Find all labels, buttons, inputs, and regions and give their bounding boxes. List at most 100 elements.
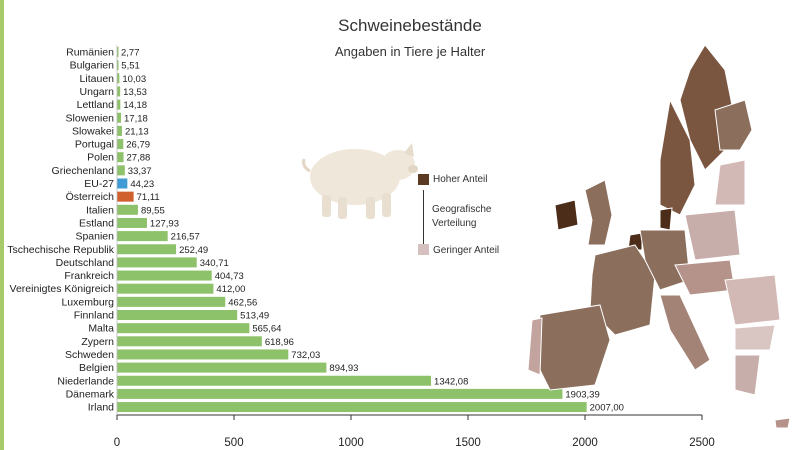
value-label: 13,53 bbox=[123, 87, 147, 98]
value-label: 404,73 bbox=[215, 271, 244, 282]
value-label: 216,57 bbox=[171, 232, 200, 243]
legend-high-swatch bbox=[418, 174, 429, 185]
category-label: Griechenland bbox=[52, 165, 115, 177]
bar bbox=[117, 165, 125, 176]
value-label: 252,49 bbox=[179, 245, 208, 256]
bar bbox=[117, 47, 119, 57]
legend-middle-line2: Verteilung bbox=[432, 218, 477, 229]
value-label: 412,00 bbox=[216, 284, 245, 295]
value-label: 26,79 bbox=[126, 140, 150, 151]
bar bbox=[117, 191, 134, 202]
value-label: 10,03 bbox=[122, 74, 146, 85]
value-label: 2,77 bbox=[121, 48, 140, 59]
category-label: Tschechische Republik bbox=[7, 244, 115, 256]
category-label: EU-27 bbox=[84, 178, 114, 190]
bar bbox=[117, 178, 128, 189]
bar bbox=[117, 99, 121, 110]
value-label: 1342,08 bbox=[434, 376, 468, 387]
category-label: Belgien bbox=[79, 362, 114, 374]
category-label: Luxemburg bbox=[61, 296, 114, 308]
category-label: Slowenien bbox=[66, 112, 115, 124]
bar bbox=[117, 362, 327, 373]
category-label: Portugal bbox=[75, 139, 114, 151]
value-label: 732,03 bbox=[291, 350, 320, 361]
value-label: 462,56 bbox=[228, 297, 257, 308]
bar bbox=[117, 296, 226, 307]
category-label: Niederlande bbox=[57, 375, 114, 387]
bar bbox=[117, 375, 432, 386]
category-label: Finnland bbox=[74, 310, 114, 322]
category-label: Irland bbox=[88, 402, 114, 414]
value-label: 17,18 bbox=[124, 113, 148, 124]
bar bbox=[117, 73, 120, 84]
europe-map bbox=[527, 44, 791, 429]
value-label: 2007,00 bbox=[590, 403, 624, 414]
category-label: Vereinigtes Königreich bbox=[10, 283, 115, 295]
category-label: Zypern bbox=[81, 336, 114, 348]
category-label: Frankreich bbox=[64, 270, 114, 282]
category-label: Schweden bbox=[65, 349, 114, 361]
category-label: Bulgarien bbox=[70, 60, 115, 72]
x-tick-label: 1000 bbox=[338, 437, 364, 449]
value-label: 894,93 bbox=[329, 363, 358, 374]
bar bbox=[117, 336, 262, 347]
category-label: Litauen bbox=[80, 73, 115, 85]
category-label: Deutschland bbox=[56, 257, 115, 269]
category-label: Estland bbox=[79, 217, 114, 229]
bar bbox=[117, 86, 121, 97]
value-label: 5,51 bbox=[121, 61, 140, 72]
bar bbox=[117, 204, 138, 215]
map-legend: Hoher Anteil Geografische Verteilung Ger… bbox=[418, 174, 528, 264]
value-label: 127,93 bbox=[150, 218, 179, 229]
bar bbox=[117, 217, 147, 228]
chart-title: Schweinebestände bbox=[338, 16, 482, 35]
legend-middle-line1: Geografische bbox=[432, 204, 492, 215]
value-label: 14,18 bbox=[123, 100, 147, 111]
x-tick-label: 1500 bbox=[455, 437, 481, 449]
bar bbox=[117, 152, 124, 163]
category-label: Lettland bbox=[77, 99, 115, 111]
bar bbox=[117, 388, 563, 399]
value-label: 565,64 bbox=[252, 324, 281, 335]
value-label: 513,49 bbox=[240, 311, 269, 322]
legend-arrow bbox=[423, 190, 424, 250]
bar bbox=[117, 402, 587, 413]
bar bbox=[117, 112, 122, 123]
category-label: Dänemark bbox=[66, 388, 115, 400]
bar bbox=[117, 310, 238, 320]
category-label: Polen bbox=[87, 152, 114, 164]
x-tick-label: 2000 bbox=[572, 437, 598, 449]
bar bbox=[117, 139, 124, 150]
legend-low-swatch bbox=[418, 244, 429, 255]
value-label: 340,71 bbox=[200, 258, 229, 269]
legend-low-label: Geringer Anteil bbox=[433, 245, 500, 256]
legend-high-label: Hoher Anteil bbox=[433, 174, 488, 185]
bar bbox=[117, 231, 168, 242]
category-label: Rumänien bbox=[66, 47, 114, 59]
value-label: 21,13 bbox=[125, 126, 149, 137]
pig-illustration bbox=[302, 143, 418, 219]
value-label: 618,96 bbox=[265, 337, 294, 348]
bar bbox=[117, 323, 250, 334]
value-label: 27,88 bbox=[127, 153, 151, 164]
bar bbox=[117, 270, 212, 281]
bar bbox=[117, 283, 214, 294]
left-accent-rule bbox=[0, 0, 4, 450]
category-label: Ungarn bbox=[80, 86, 115, 98]
category-label: Spanien bbox=[75, 231, 114, 243]
x-tick-label: 0 bbox=[114, 437, 120, 449]
bar bbox=[117, 60, 119, 71]
category-label: Italien bbox=[86, 204, 114, 216]
bar bbox=[117, 125, 122, 136]
bar bbox=[117, 244, 177, 255]
value-label: 33,37 bbox=[128, 166, 152, 177]
chart-subtitle: Angaben in Tiere je Halter bbox=[334, 44, 486, 59]
category-label: Österreich bbox=[66, 191, 115, 203]
value-label: 44,23 bbox=[130, 179, 154, 190]
category-label: Malta bbox=[88, 323, 114, 335]
x-tick-label: 500 bbox=[224, 437, 243, 449]
x-tick-label: 2500 bbox=[689, 437, 715, 449]
value-label: 89,55 bbox=[141, 205, 165, 216]
value-label: 1903,39 bbox=[565, 389, 599, 400]
